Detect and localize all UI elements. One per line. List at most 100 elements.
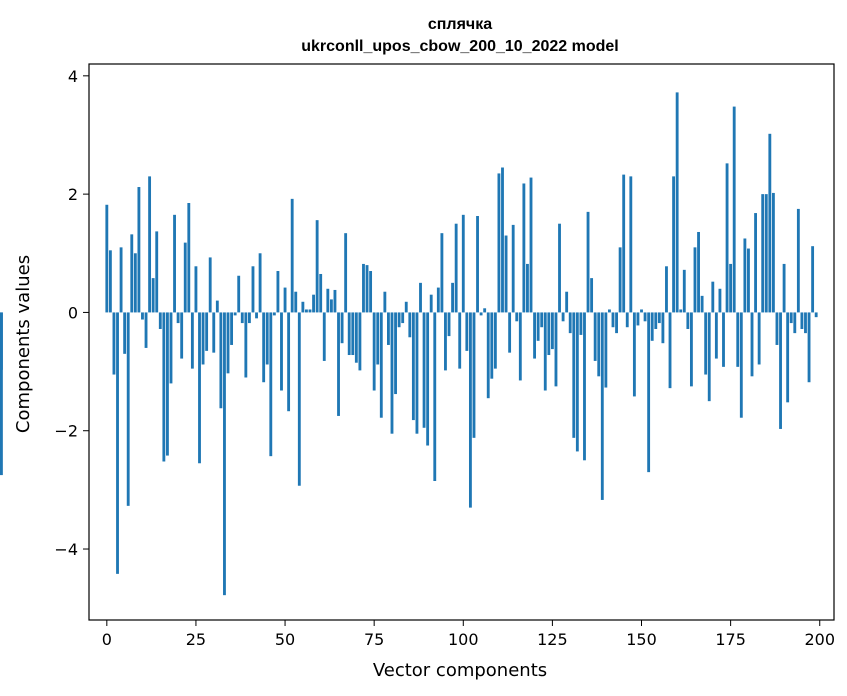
bar: [796, 208, 800, 313]
bar: [269, 312, 273, 457]
bar: [258, 253, 262, 313]
bar: [294, 291, 298, 313]
bar: [486, 312, 490, 399]
bar: [187, 203, 191, 313]
bar: [155, 231, 159, 313]
bar: [305, 309, 308, 313]
bar: [782, 263, 786, 313]
bar: [511, 224, 515, 313]
bar: [358, 312, 362, 371]
bar: [148, 176, 152, 313]
bar: [141, 312, 144, 320]
bar: [472, 312, 476, 438]
bar: [408, 312, 412, 338]
bar: [679, 309, 683, 313]
bar: [116, 312, 119, 574]
bar: [312, 294, 315, 313]
bar: [447, 312, 451, 337]
bar: [789, 312, 793, 324]
bar: [176, 312, 180, 324]
bar: [675, 92, 679, 313]
plot-area-frame: [88, 63, 835, 621]
bar: [561, 312, 565, 322]
bar: [665, 266, 668, 313]
bar: [483, 308, 487, 313]
bar: [411, 312, 415, 421]
bar: [536, 312, 540, 341]
bar: [543, 312, 547, 391]
bar: [465, 312, 469, 351]
bar: [397, 312, 401, 328]
bar: [718, 288, 722, 313]
bar: [515, 312, 519, 322]
bar: [608, 309, 611, 313]
bar: [112, 312, 116, 375]
bar: [586, 211, 590, 313]
bar: [611, 312, 615, 328]
x-tick-label: 0: [102, 630, 112, 649]
y-tick-label: 4: [68, 67, 78, 86]
bar: [625, 312, 629, 328]
bar: [119, 247, 123, 313]
bar: [722, 312, 725, 367]
bar: [444, 312, 447, 371]
bar: [736, 312, 740, 367]
x-tick-label: 100: [448, 630, 479, 649]
bar: [804, 312, 807, 334]
bar: [183, 242, 187, 313]
bar: [811, 246, 815, 313]
bar: [369, 271, 373, 313]
bar: [686, 312, 690, 329]
bar: [572, 312, 576, 438]
bar: [422, 312, 426, 428]
bar: [583, 312, 586, 461]
x-tick-label: 150: [626, 630, 657, 649]
bar: [682, 269, 686, 313]
bar: [287, 312, 291, 412]
bar: [590, 278, 594, 313]
bar: [814, 312, 818, 318]
bar: [433, 312, 437, 481]
bar: [636, 312, 640, 326]
bar: [522, 183, 526, 313]
bar: [490, 312, 494, 379]
bar: [807, 312, 811, 383]
bar: [668, 312, 672, 389]
bar: [786, 312, 790, 403]
x-axis-ticks: 0 25 50 75 100 125 150 175 200: [102, 620, 835, 649]
bar: [793, 312, 797, 334]
bar: [461, 214, 465, 313]
bar: [333, 289, 337, 313]
bar: [233, 312, 237, 316]
bar: [468, 312, 472, 508]
bar: [700, 295, 704, 313]
bar: [394, 312, 397, 395]
bar: [800, 312, 804, 329]
bar: [272, 312, 276, 316]
bar: [779, 312, 782, 429]
bar: [757, 312, 761, 365]
bar: [376, 312, 380, 365]
bar: [518, 312, 522, 381]
bar: [650, 312, 654, 341]
bar: [340, 312, 344, 344]
bar: [565, 291, 569, 313]
bar: [540, 312, 544, 328]
bar: [739, 312, 743, 418]
bar: [771, 192, 775, 313]
bar: [647, 312, 651, 473]
bar: [208, 257, 212, 313]
bar: [415, 312, 419, 434]
bar: [166, 312, 169, 456]
bar: [743, 238, 747, 313]
bar: [276, 271, 280, 313]
bar: [219, 312, 223, 409]
bar: [205, 312, 209, 351]
bar: [387, 312, 390, 345]
bar: [497, 173, 501, 313]
bar: [504, 235, 508, 313]
bar: [137, 187, 141, 313]
bar: [198, 312, 201, 464]
